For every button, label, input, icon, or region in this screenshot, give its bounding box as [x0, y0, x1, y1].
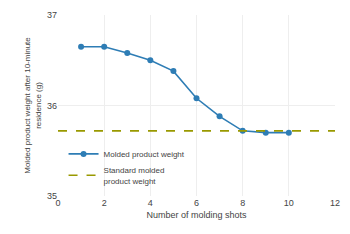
svg-text:2: 2 [102, 198, 107, 208]
svg-text:Standard moldedproduct weight: Standard moldedproduct weight [104, 166, 165, 185]
svg-text:36: 36 [47, 101, 57, 111]
svg-text:Molded product weight after 10: Molded product weight after 10-minuteres… [23, 37, 42, 174]
svg-text:Number of molding shots: Number of molding shots [146, 210, 247, 220]
svg-text:6: 6 [194, 198, 199, 208]
svg-text:12: 12 [330, 198, 340, 208]
svg-text:35: 35 [47, 191, 57, 201]
svg-text:8: 8 [240, 198, 245, 208]
svg-text:4: 4 [148, 198, 153, 208]
svg-text:Molded product weight: Molded product weight [104, 150, 185, 159]
svg-text:0: 0 [55, 198, 60, 208]
svg-text:37: 37 [47, 10, 57, 20]
svg-text:10: 10 [284, 198, 294, 208]
